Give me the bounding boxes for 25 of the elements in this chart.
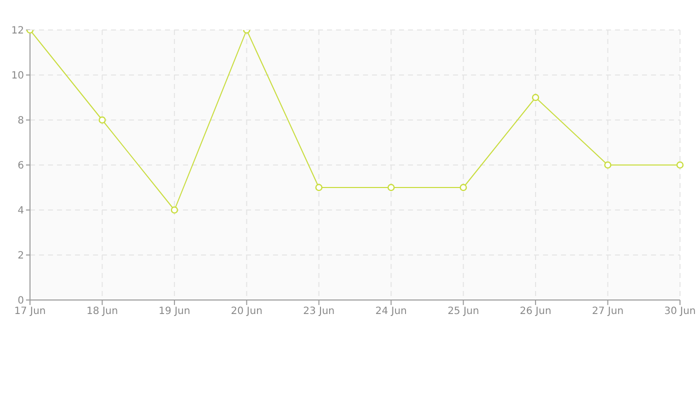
point: [315, 184, 322, 192]
x-tick-label: 24 Jun: [375, 306, 407, 318]
x-tick-label: 18 Jun: [86, 306, 118, 318]
x-tick-label: 19 Jun: [158, 306, 190, 318]
x-tick-label: 25 Jun: [448, 306, 480, 318]
x-tick-label: 20 Jun: [230, 306, 262, 318]
point: [676, 161, 684, 169]
point: [532, 94, 540, 102]
x-tick-label: 17 Jun: [14, 306, 46, 318]
y-tick-label: 6: [18, 160, 24, 172]
y-tick-label: 2: [18, 250, 24, 262]
y-tick-label: 8: [18, 116, 24, 127]
point: [388, 184, 395, 192]
x-tick-label: 23 Jun: [303, 306, 335, 318]
point: [170, 206, 178, 214]
y-tick-label: 12: [11, 26, 24, 37]
point: [460, 184, 467, 192]
y-tick-label: 10: [11, 70, 24, 82]
x-tick-label: 26 Jun: [520, 306, 552, 318]
x-tick-label: 27 Jun: [592, 306, 624, 318]
x-tick-label: 30 Jun: [664, 306, 696, 318]
y-tick-label: 4: [18, 206, 24, 217]
point: [98, 116, 106, 124]
point: [604, 161, 612, 169]
y-tick-label: 0: [18, 296, 24, 307]
